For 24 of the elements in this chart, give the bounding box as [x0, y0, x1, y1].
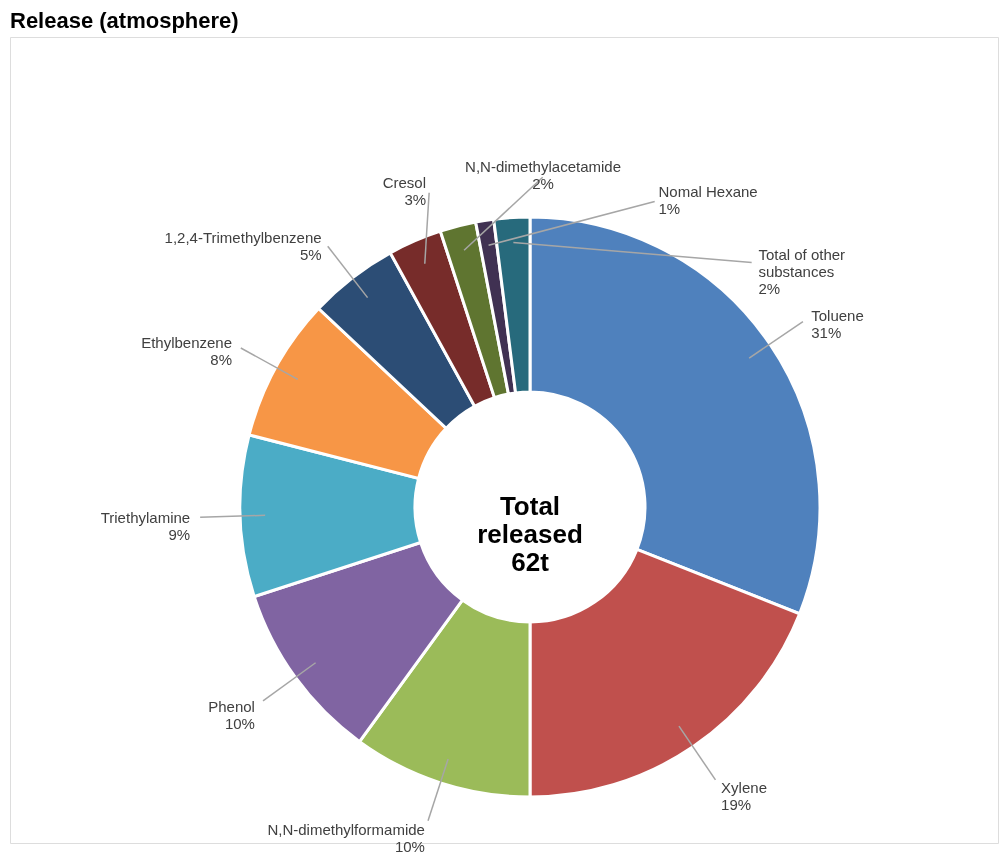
data-label: 8% — [210, 351, 233, 369]
data-label: 3% — [404, 191, 427, 209]
slice-label: Cresol — [382, 174, 427, 192]
text: Total released 62t — [477, 491, 583, 577]
data-label: 1% — [658, 200, 681, 218]
data-label: 10% — [224, 714, 255, 732]
data-label: 5% — [299, 246, 322, 264]
slice-label: Total of other substances — [758, 246, 846, 281]
slice-label: N,N-dimethylacetamide — [465, 158, 621, 176]
data-label: 31% — [811, 323, 842, 341]
chart-title: Release (atmosphere) — [10, 8, 239, 33]
slice-label: Ethylbenzene — [141, 334, 233, 352]
slice-label: Nomal Hexane — [658, 183, 758, 201]
data-label: 2% — [758, 280, 781, 298]
data-label: 19% — [721, 796, 752, 814]
slice-label: N,N-dimethylformamide — [267, 821, 425, 839]
slice-label: Phenol — [208, 697, 255, 715]
data-label: 2% — [532, 175, 554, 193]
slice-label: 1,2,4-Trimethylbenzene — [164, 229, 322, 247]
data-label: 9% — [168, 525, 191, 543]
data-label: 10% — [394, 838, 425, 856]
slice-label: Xylene — [721, 779, 767, 797]
slice-label: Toluene — [811, 306, 864, 324]
slice-label: Triethylamine — [100, 508, 191, 526]
